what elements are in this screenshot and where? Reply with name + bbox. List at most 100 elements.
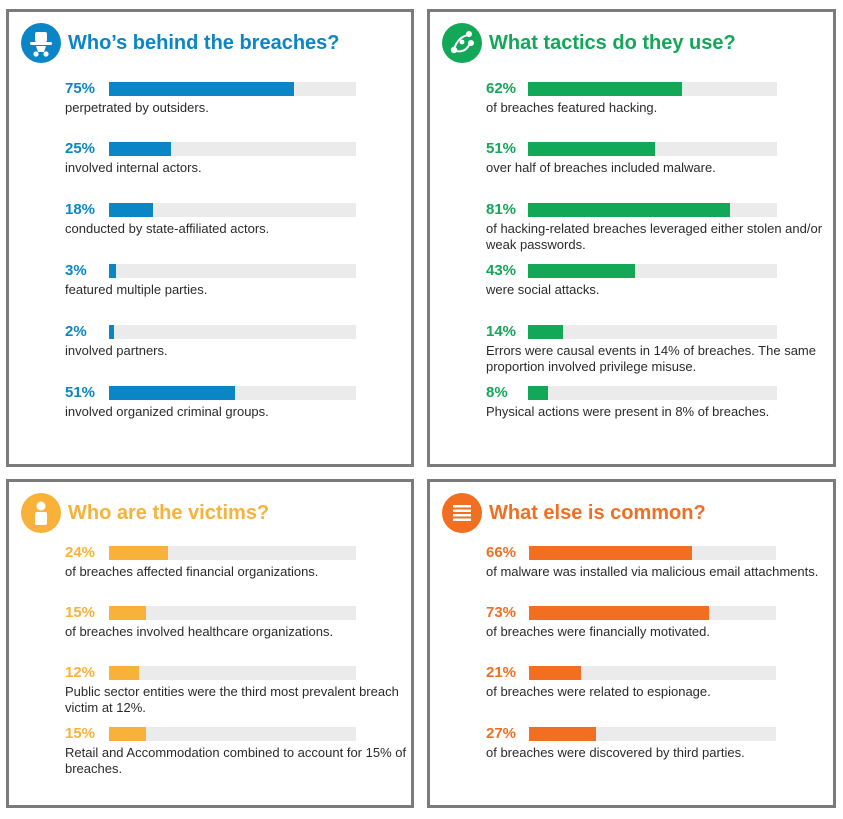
stat-item: 27% of breaches were discovered by third … (486, 725, 831, 761)
stat-percent: 66% (486, 544, 517, 561)
stat-description: Public sector entities were the third mo… (65, 684, 399, 715)
bar-fill (529, 727, 596, 741)
stat-bar-row: 3% (65, 262, 410, 280)
stat-percent: 2% (65, 323, 87, 340)
stat-bar-row: 2% (65, 323, 410, 341)
stat-bar-row: 51% (486, 140, 831, 158)
stat-description: perpetrated by outsiders. (65, 100, 209, 115)
stat-bar-row: 81% (486, 201, 831, 219)
stat-percent: 15% (65, 604, 96, 621)
stat-item: 75% perpetrated by outsiders. (65, 80, 410, 116)
stat-item: 2% involved partners. (65, 323, 410, 359)
network-nodes-icon (442, 23, 482, 63)
stat-description: featured multiple parties. (65, 282, 208, 297)
bar-fill (529, 666, 581, 680)
stat-percent: 51% (65, 384, 96, 401)
stat-percent: 75% (65, 80, 96, 97)
stat-description: involved partners. (65, 343, 168, 358)
bar-fill (528, 82, 682, 96)
stat-bar-row: 27% (486, 725, 831, 743)
victims-header: Who are the victims? (21, 493, 269, 533)
actors-header: Who’s behind the breaches? (21, 23, 340, 63)
bar-fill (109, 142, 171, 156)
bar-track (528, 325, 777, 339)
spy-icon (21, 23, 61, 63)
stat-bar-row: 51% (65, 384, 410, 402)
stat-percent: 62% (486, 80, 517, 97)
bar-track (109, 82, 356, 96)
bar-fill (109, 666, 139, 680)
stat-description: Retail and Accommodation combined to acc… (65, 745, 407, 776)
stat-description: over half of breaches included malware. (486, 160, 716, 175)
stat-bar-row: 14% (486, 323, 831, 341)
bar-fill (529, 606, 709, 620)
bar-track (109, 666, 356, 680)
bar-fill (109, 386, 235, 400)
stat-percent: 3% (65, 262, 87, 279)
stat-percent: 27% (486, 725, 517, 742)
stat-bar-row: 8% (486, 384, 831, 402)
stat-item: 62% of breaches featured hacking. (486, 80, 831, 116)
tactics-title: What tactics do they use? (489, 31, 736, 54)
stat-percent: 81% (486, 201, 517, 218)
stat-item: 66% of malware was installed via maliciou… (486, 544, 831, 580)
stat-description: of breaches affected financial organizat… (65, 564, 319, 579)
stat-percent: 25% (65, 140, 96, 157)
stat-bar-row: 18% (65, 201, 410, 219)
stat-percent: 51% (486, 140, 517, 157)
common-header: What else is common? (442, 493, 706, 533)
bar-fill (109, 82, 294, 96)
stat-description: of breaches featured hacking. (486, 100, 658, 115)
stat-percent: 21% (486, 664, 517, 681)
stat-item: 18% conducted by state-affiliated actors. (65, 201, 410, 237)
bar-fill (529, 546, 692, 560)
stat-description: of breaches were financially motivated. (486, 624, 711, 639)
bar-track (109, 264, 356, 278)
common-title: What else is common? (489, 501, 706, 524)
bar-fill (528, 203, 730, 217)
tactics-header: What tactics do they use? (442, 23, 736, 63)
stat-item: 12% Public sector entities were the third… (65, 664, 410, 716)
stat-description: of hacking-related breaches leveraged ei… (486, 221, 823, 252)
stat-bar-row: 66% (486, 544, 831, 562)
bar-fill (528, 142, 655, 156)
victims-title: Who are the victims? (68, 501, 270, 524)
bar-track (109, 727, 356, 741)
bar-track (528, 82, 777, 96)
bar-fill (528, 264, 635, 278)
bar-track (528, 386, 777, 400)
stat-item: 21% of breaches were related to espionage… (486, 664, 831, 700)
bar-track (109, 203, 356, 217)
actors-title: Who’s behind the breaches? (68, 31, 340, 54)
stat-description: of breaches were discovered by third par… (486, 745, 745, 760)
stat-bar-row: 15% (65, 725, 410, 743)
bar-track (528, 264, 777, 278)
stat-item: 8% Physical actions were present in 8% of… (486, 384, 831, 420)
stat-description: involved organized criminal groups. (65, 404, 269, 419)
stat-percent: 14% (486, 323, 517, 340)
tactics-panel: What tactics do they use? 62% of breaches… (427, 9, 836, 467)
bar-fill (109, 727, 146, 741)
stat-bar-row: 12% (65, 664, 410, 682)
stat-percent: 15% (65, 725, 96, 742)
stat-bar-row: 24% (65, 544, 410, 562)
stat-item: 3% featured multiple parties. (65, 262, 410, 298)
stat-percent: 8% (486, 384, 508, 401)
bar-fill (109, 546, 168, 560)
bar-fill (528, 386, 548, 400)
stat-percent: 18% (65, 201, 96, 218)
stat-item: 51% over half of breaches included malwar… (486, 140, 831, 176)
bar-track (109, 325, 356, 339)
stat-description: of breaches were related to espionage. (486, 684, 711, 699)
bar-track (109, 142, 356, 156)
bar-track (109, 546, 356, 560)
stat-description: conducted by state-affiliated actors. (65, 221, 270, 236)
common-panel: What else is common? 66% of malware was i… (427, 479, 836, 808)
stat-description: were social attacks. (486, 282, 600, 297)
stat-description: involved internal actors. (65, 160, 202, 175)
stat-item: 81% of hacking-related breaches leveraged… (486, 201, 831, 253)
stat-description: of breaches involved healthcare organiza… (65, 624, 334, 639)
bar-fill (109, 606, 146, 620)
stat-description: Errors were causal events in 14% of brea… (486, 343, 816, 374)
stat-item: 43% were social attacks. (486, 262, 831, 298)
